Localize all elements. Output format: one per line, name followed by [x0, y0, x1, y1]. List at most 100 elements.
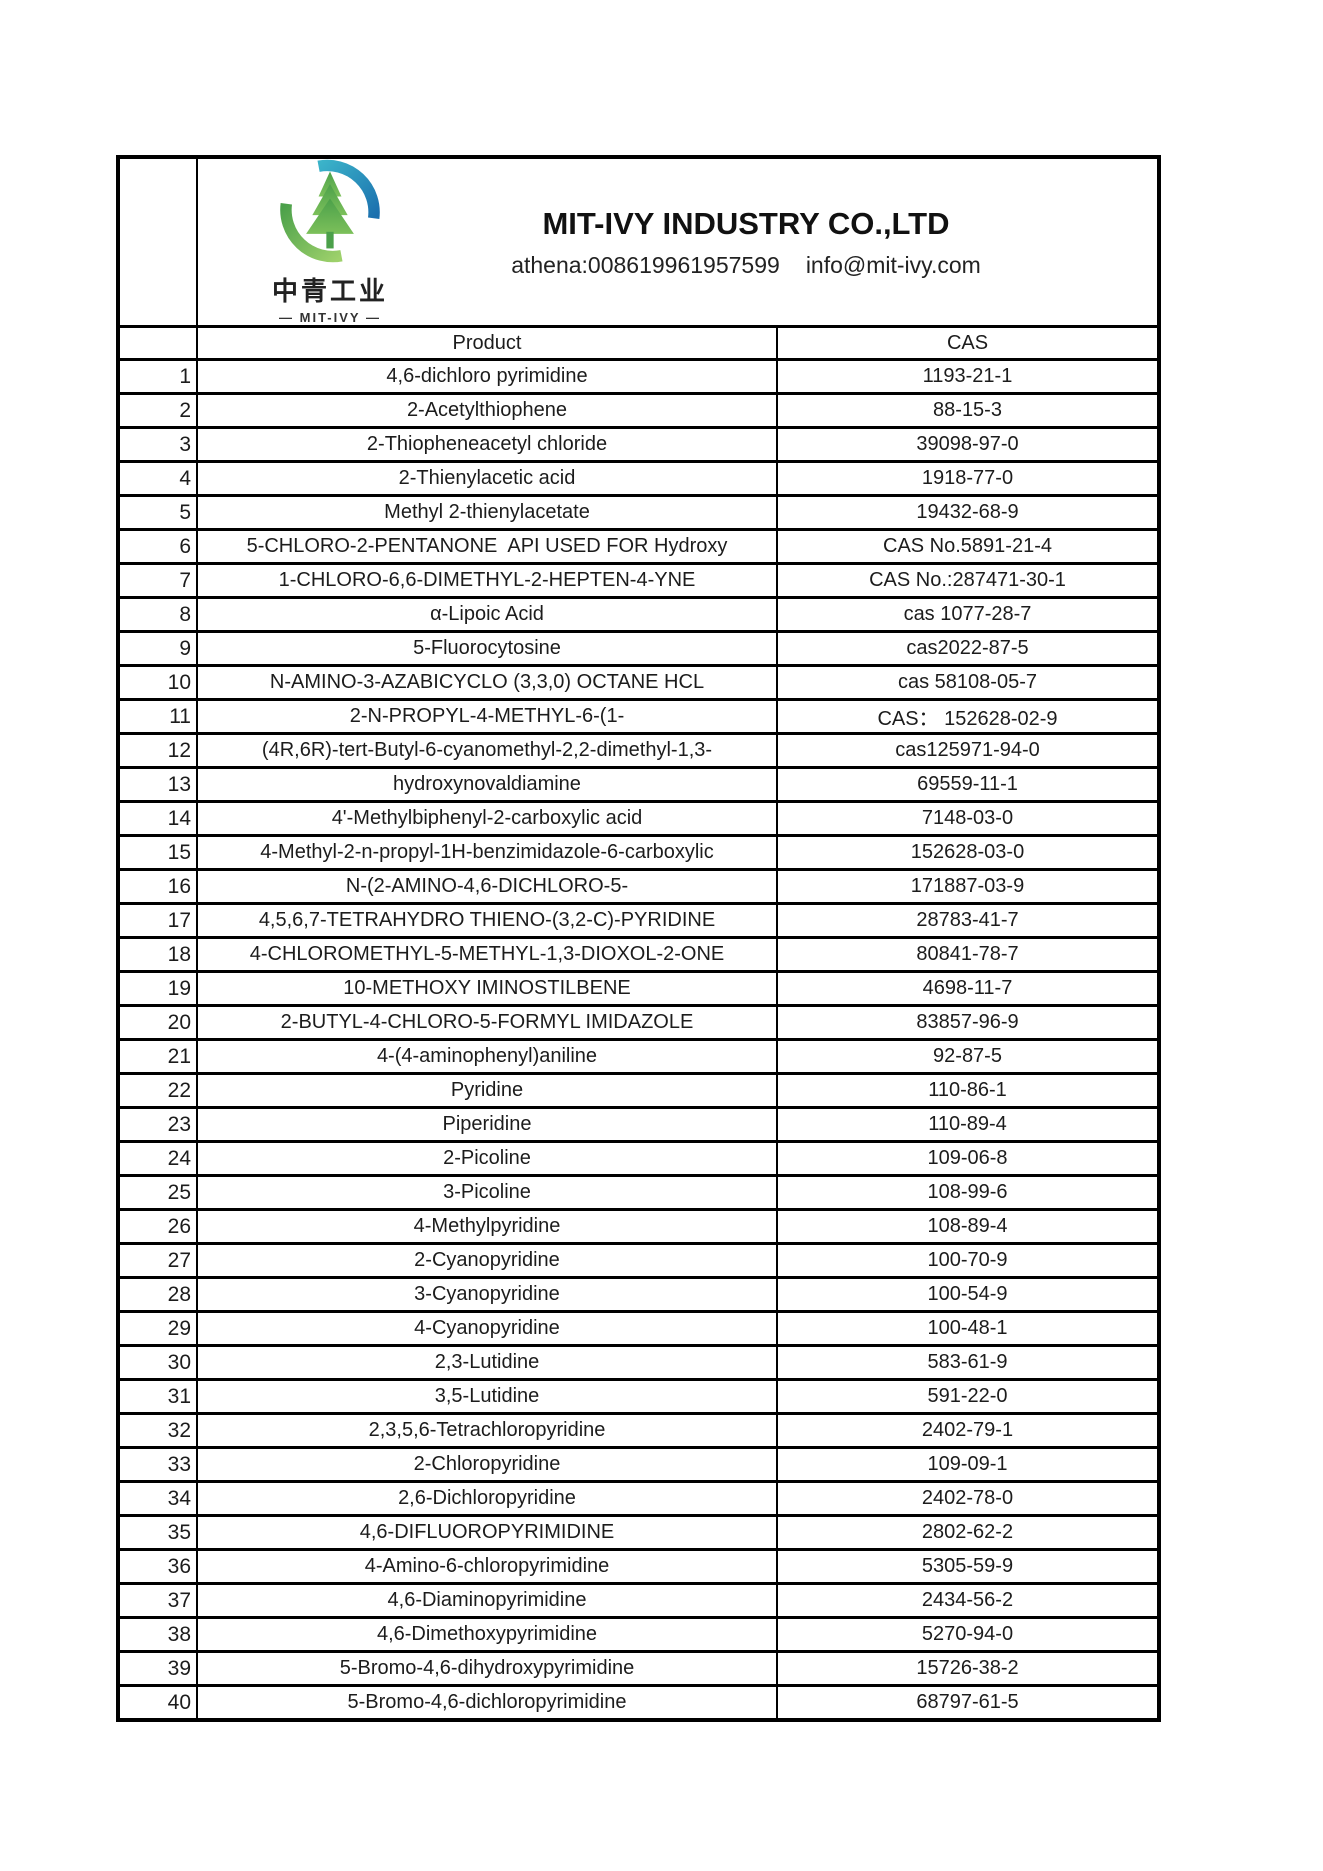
cas-cell: 2402-79-1: [776, 1412, 1160, 1449]
row-number: 29: [117, 1310, 198, 1347]
cas-cell: 4698-11-7: [776, 970, 1160, 1007]
product-cell: 3-Cyanopyridine: [196, 1276, 778, 1313]
product-table-body: 1 4,6-dichloro pyrimidine 1193-21-1 2 2-…: [117, 358, 1160, 1722]
row-number: 28: [117, 1276, 198, 1313]
row-number: 20: [117, 1004, 198, 1041]
cas-cell: 1918-77-0: [776, 460, 1160, 497]
row-number: 19: [117, 970, 198, 1007]
cas-cell: 2402-78-0: [776, 1480, 1160, 1517]
row-number: 40: [117, 1684, 198, 1722]
cas-column-header: CAS: [776, 325, 1160, 361]
product-cell: 5-Fluorocytosine: [196, 630, 778, 667]
cas-cell: 28783-41-7: [776, 902, 1160, 939]
cas-cell: 7148-03-0: [776, 800, 1160, 837]
company-logo: 中青工业 — MIT-IVY —: [250, 159, 410, 324]
row-number: 27: [117, 1242, 198, 1279]
product-cell: 5-Bromo-4,6-dihydroxypyrimidine: [196, 1650, 778, 1687]
product-cell: 4,6-DIFLUOROPYRIMIDINE: [196, 1514, 778, 1551]
product-cell: 2-N-PROPYL-4-METHYL-6-(1-: [196, 698, 778, 735]
cas-cell: 5270-94-0: [776, 1616, 1160, 1653]
cas-cell: 108-89-4: [776, 1208, 1160, 1245]
table-row: 6 5-CHLORO-2-PENTANONE API USED FOR Hydr…: [117, 528, 1160, 565]
cas-cell: cas125971-94-0: [776, 732, 1160, 769]
table-row: 23 Piperidine 110-89-4: [117, 1106, 1160, 1143]
product-cell: 4'-Methylbiphenyl-2-carboxylic acid: [196, 800, 778, 837]
pine-tree-circle-logo-icon: [278, 159, 382, 269]
product-cell: 4-Amino-6-chloropyrimidine: [196, 1548, 778, 1585]
row-number: 4: [117, 460, 198, 497]
table-row: 28 3-Cyanopyridine 100-54-9: [117, 1276, 1160, 1313]
row-number: 21: [117, 1038, 198, 1075]
cas-cell: CAS No.5891-21-4: [776, 528, 1160, 565]
row-number: 31: [117, 1378, 198, 1415]
table-row: 16 N-(2-AMINO-4,6-DICHLORO-5- 171887-03-…: [117, 868, 1160, 905]
table-row: 20 2-BUTYL-4-CHLORO-5-FORMYL IMIDAZOLE 8…: [117, 1004, 1160, 1041]
contact-phone: athena:008619961957599: [511, 251, 780, 278]
row-number: 12: [117, 732, 198, 769]
number-column-header: [117, 325, 198, 361]
company-name: MIT-IVY INDUSTRY CO.,LTD: [542, 205, 950, 241]
column-header-row: Product CAS: [117, 325, 1160, 361]
cas-cell: 92-87-5: [776, 1038, 1160, 1075]
table-row: 4 2-Thienylacetic acid 1918-77-0: [117, 460, 1160, 497]
company-header-row: 中青工业 — MIT-IVY — MIT-IVY INDUSTRY CO.,LT…: [117, 155, 1160, 328]
cas-cell: 69559-11-1: [776, 766, 1160, 803]
row-number: 33: [117, 1446, 198, 1483]
cas-cell: 19432-68-9: [776, 494, 1160, 531]
product-cell: 3,5-Lutidine: [196, 1378, 778, 1415]
table-row: 10 N-AMINO-3-AZABICYCLO (3,3,0) OCTANE H…: [117, 664, 1160, 701]
table-row: 3 2-Thiopheneacetyl chloride 39098-97-0: [117, 426, 1160, 463]
product-cell: 2-Chloropyridine: [196, 1446, 778, 1483]
product-cell: 2,6-Dichloropyridine: [196, 1480, 778, 1517]
product-cell: 3-Picoline: [196, 1174, 778, 1211]
table-row: 5 Methyl 2-thienylacetate 19432-68-9: [117, 494, 1160, 531]
cas-cell: 2434-56-2: [776, 1582, 1160, 1619]
table-row: 32 2,3,5,6-Tetrachloropyridine 2402-79-1: [117, 1412, 1160, 1449]
cas-cell: 68797-61-5: [776, 1684, 1160, 1722]
row-number: 15: [117, 834, 198, 871]
row-number: 22: [117, 1072, 198, 1109]
logo-chinese-name: 中青工业: [271, 276, 388, 306]
row-number: 6: [117, 528, 198, 565]
company-header-cell: 中青工业 — MIT-IVY — MIT-IVY INDUSTRY CO.,LT…: [196, 155, 1160, 328]
row-number: 8: [117, 596, 198, 633]
empty-corner-cell: [117, 155, 198, 328]
row-number: 36: [117, 1548, 198, 1585]
cas-cell: 583-61-9: [776, 1344, 1160, 1381]
cas-cell: cas2022-87-5: [776, 630, 1160, 667]
cas-cell: CAS： 152628-02-9: [776, 698, 1160, 735]
cas-cell: 591-22-0: [776, 1378, 1160, 1415]
product-cell: Pyridine: [196, 1072, 778, 1109]
row-number: 23: [117, 1106, 198, 1143]
row-number: 3: [117, 426, 198, 463]
table-row: 11 2-N-PROPYL-4-METHYL-6-(1- CAS： 152628…: [117, 698, 1160, 735]
company-text-block: MIT-IVY INDUSTRY CO.,LTD athena:00861996…: [426, 206, 1066, 279]
cas-cell: 109-09-1: [776, 1446, 1160, 1483]
product-cell: 2-BUTYL-4-CHLORO-5-FORMYL IMIDAZOLE: [196, 1004, 778, 1041]
table-row: 31 3,5-Lutidine 591-22-0: [117, 1378, 1160, 1415]
product-cell: (4R,6R)-tert-Butyl-6-cyanomethyl-2,2-dim…: [196, 732, 778, 769]
table-row: 34 2,6-Dichloropyridine 2402-78-0: [117, 1480, 1160, 1517]
product-cell: N-AMINO-3-AZABICYCLO (3,3,0) OCTANE HCL: [196, 664, 778, 701]
product-cell: 5-Bromo-4,6-dichloropyrimidine: [196, 1684, 778, 1722]
row-number: 17: [117, 902, 198, 939]
table-row: 29 4-Cyanopyridine 100-48-1: [117, 1310, 1160, 1347]
cas-cell: 110-86-1: [776, 1072, 1160, 1109]
product-cell: 2-Thiopheneacetyl chloride: [196, 426, 778, 463]
table-row: 37 4,6-Diaminopyrimidine 2434-56-2: [117, 1582, 1160, 1619]
product-cell: 2-Cyanopyridine: [196, 1242, 778, 1279]
product-cell: 4-CHLOROMETHYL-5-METHYL-1,3-DIOXOL-2-ONE: [196, 936, 778, 973]
product-cell: 2-Picoline: [196, 1140, 778, 1177]
cas-cell: 100-48-1: [776, 1310, 1160, 1347]
table-row: 30 2,3-Lutidine 583-61-9: [117, 1344, 1160, 1381]
contact-email: info@mit-ivy.com: [805, 251, 981, 278]
cas-cell: 108-99-6: [776, 1174, 1160, 1211]
table-row: 35 4,6-DIFLUOROPYRIMIDINE 2802-62-2: [117, 1514, 1160, 1551]
cas-cell: 100-70-9: [776, 1242, 1160, 1279]
table-row: 18 4-CHLOROMETHYL-5-METHYL-1,3-DIOXOL-2-…: [117, 936, 1160, 973]
product-cell: 5-CHLORO-2-PENTANONE API USED FOR Hydrox…: [196, 528, 778, 565]
table-row: 27 2-Cyanopyridine 100-70-9: [117, 1242, 1160, 1279]
row-number: 25: [117, 1174, 198, 1211]
row-number: 9: [117, 630, 198, 667]
product-cell: 4-Methyl-2-n-propyl-1H-benzimidazole-6-c…: [196, 834, 778, 871]
